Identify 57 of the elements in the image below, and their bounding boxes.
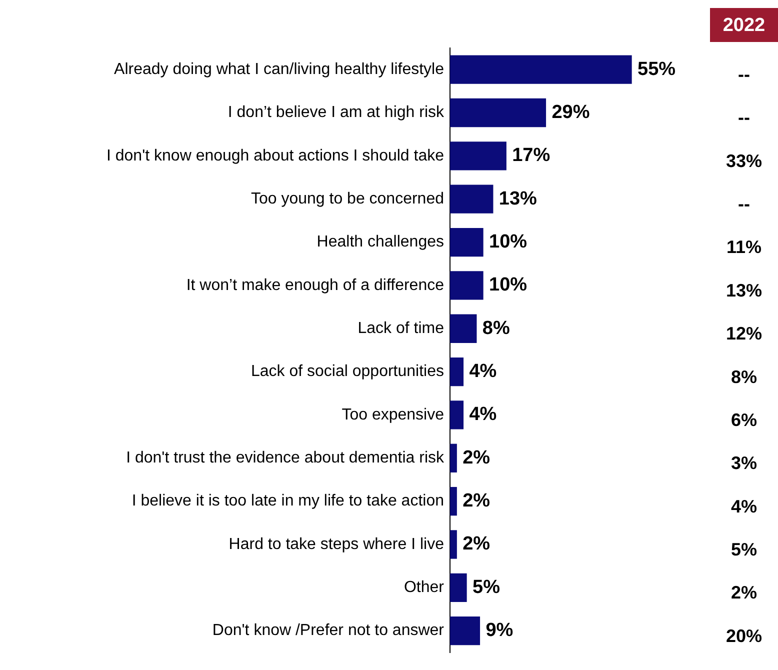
bar — [450, 357, 464, 386]
y-tick-label: Hard to take steps where I live — [228, 536, 444, 553]
y-tick-label: Already doing what I can/living healthy lifestyle — [114, 60, 444, 78]
text: 2022 — [722, 15, 766, 36]
data-label: 10% — [489, 232, 528, 253]
data-label: 4% — [469, 404, 497, 426]
y-tick-label: I don't trust the evidence about dementia risk — [126, 450, 445, 467]
data-label: 17% — [512, 145, 550, 166]
text: 33% — [726, 150, 762, 171]
text: 2% — [730, 582, 758, 603]
bar — [450, 486, 457, 516]
data-label: 29% — [552, 102, 590, 123]
data-label: 2% — [462, 490, 490, 512]
data-label: 5% — [472, 576, 500, 598]
y-tick-label: I believe it is too late in my life to take action — [132, 492, 444, 510]
text: 5% — [730, 539, 758, 560]
y-tick-label: It won’t make enough of a difference — [186, 276, 444, 294]
bar — [450, 271, 484, 300]
y-tick-label: Too young to be concerned — [250, 190, 444, 208]
bar — [450, 55, 632, 84]
data-label: 55% — [638, 58, 676, 80]
bar — [450, 400, 464, 430]
bar — [450, 184, 494, 214]
y-tick-label: Too expensive — [342, 406, 444, 424]
bar — [450, 98, 546, 128]
bar — [450, 444, 457, 472]
data-label: 4% — [469, 361, 497, 382]
y-tick-label: Don't know /Prefer not to answer — [212, 622, 445, 640]
bar — [450, 228, 484, 257]
data-label: 13% — [498, 188, 538, 210]
data-label: 2% — [462, 447, 490, 468]
data-label: 10% — [489, 274, 528, 296]
y-tick-label: Lack of social opportunities — [251, 363, 444, 380]
text: 12% — [726, 324, 762, 344]
y-tick-label: I don’t believe I am at high risk — [228, 104, 445, 122]
data-label: 9% — [486, 620, 514, 642]
bar — [450, 616, 480, 646]
bar — [450, 314, 477, 343]
y-tick-label: Health challenges — [316, 234, 444, 251]
text: 6% — [730, 410, 758, 430]
text: 8% — [730, 366, 758, 387]
bar — [450, 530, 457, 559]
text: 4% — [730, 496, 758, 516]
text: -- — [738, 64, 750, 85]
bar — [450, 573, 467, 602]
text: 3% — [730, 453, 758, 474]
text: 20% — [726, 626, 762, 646]
text: -- — [738, 194, 750, 214]
data-label: 2% — [462, 534, 490, 555]
text: 13% — [726, 280, 762, 300]
y-tick-label: Other — [404, 579, 445, 596]
text: -- — [738, 108, 750, 128]
y-tick-label: I don't know enough about actions I should take — [106, 147, 444, 164]
text: 11% — [726, 237, 762, 258]
bar — [450, 142, 506, 170]
y-tick-label: Lack of time — [358, 320, 444, 338]
data-label: 8% — [482, 318, 510, 339]
